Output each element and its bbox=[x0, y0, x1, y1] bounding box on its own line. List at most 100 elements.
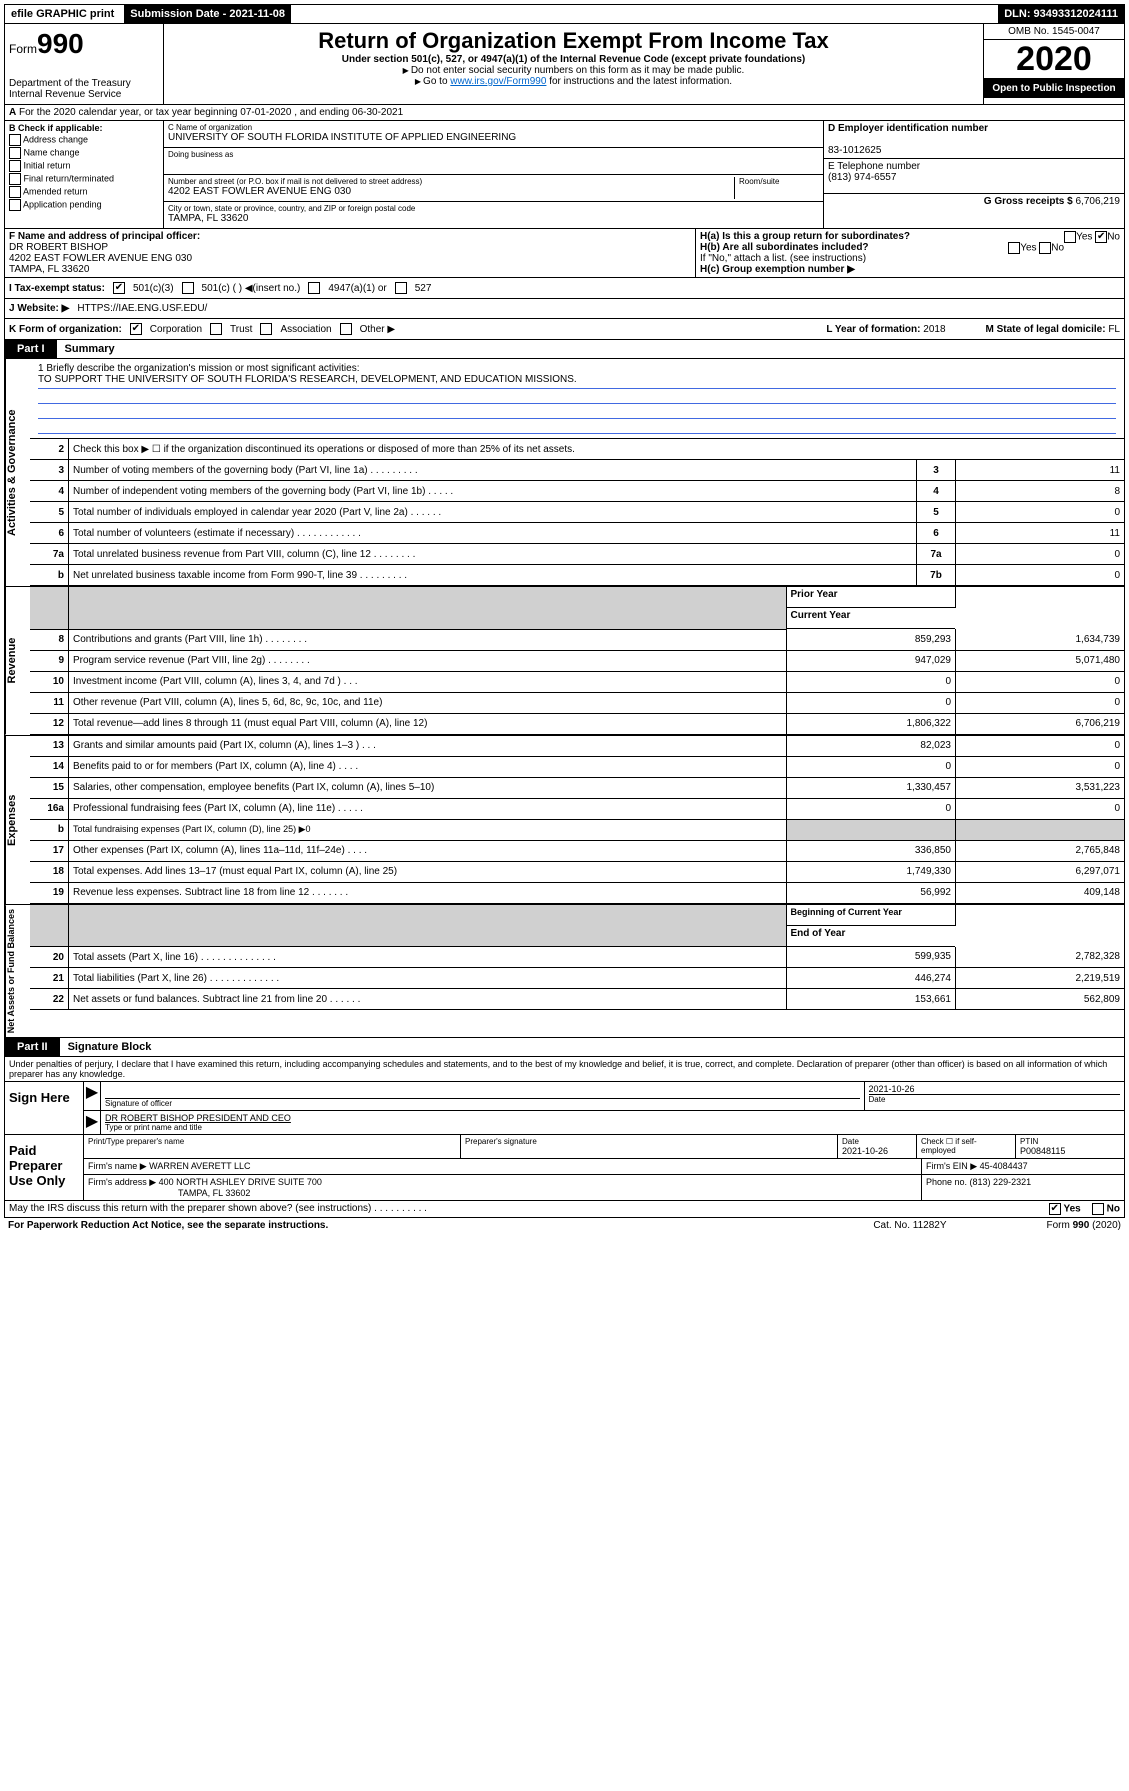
firm-ein-label: Firm's EIN ▶ bbox=[926, 1161, 980, 1171]
officer-sign-name-label: Type or print name and title bbox=[105, 1123, 1120, 1132]
cb-address-change[interactable]: Address change bbox=[9, 134, 159, 146]
officer-label: F Name and address of principal officer: bbox=[9, 231, 200, 242]
row-a-tax-year: A For the 2020 calendar year, or tax yea… bbox=[4, 105, 1125, 121]
opt-501c3: 501(c)(3) bbox=[133, 283, 174, 294]
tax-year: 2020 bbox=[984, 40, 1124, 79]
cb-527[interactable] bbox=[395, 282, 407, 294]
firm-addr-label: Firm's address ▶ bbox=[88, 1177, 159, 1187]
part1-tab: Part I bbox=[5, 340, 57, 358]
form-subtitle: Under section 501(c), 527, or 4947(a)(1)… bbox=[170, 54, 977, 65]
cb-trust[interactable] bbox=[210, 323, 222, 335]
form-number: Form990 bbox=[9, 28, 159, 60]
page-footer: For Paperwork Reduction Act Notice, see … bbox=[4, 1218, 1125, 1233]
footer-paperwork: For Paperwork Reduction Act Notice, see … bbox=[8, 1220, 328, 1231]
governance-section: Activities & Governance 1 Briefly descri… bbox=[4, 359, 1125, 587]
dba-label: Doing business as bbox=[168, 150, 819, 159]
phone-label: E Telephone number bbox=[828, 161, 920, 172]
firm-phone-label: Phone no. bbox=[926, 1177, 970, 1187]
mission-text: TO SUPPORT THE UNIVERSITY OF SOUTH FLORI… bbox=[38, 374, 1116, 389]
addr-label: Number and street (or P.O. box if mail i… bbox=[168, 177, 734, 186]
firm-name-label: Firm's name ▶ bbox=[88, 1161, 149, 1171]
opt-assoc: Association bbox=[280, 324, 331, 335]
current-year-hdr: Current Year bbox=[787, 608, 955, 629]
hb-no[interactable] bbox=[1039, 242, 1051, 254]
cb-other[interactable] bbox=[340, 323, 352, 335]
sign-arrow-1: ▶ bbox=[84, 1082, 101, 1110]
officer-sign-name: DR ROBERT BISHOP PRESIDENT AND CEO bbox=[105, 1113, 1120, 1123]
discuss-no[interactable] bbox=[1092, 1203, 1104, 1215]
efile-label[interactable]: efile GRAPHIC print bbox=[5, 5, 120, 23]
discuss-question: May the IRS discuss this return with the… bbox=[9, 1203, 427, 1214]
sign-date-label: Date bbox=[869, 1094, 1121, 1104]
hb-yes[interactable] bbox=[1008, 242, 1020, 254]
sign-arrow-2: ▶ bbox=[84, 1111, 101, 1134]
cb-501c3[interactable] bbox=[113, 282, 125, 294]
header-mid: Return of Organization Exempt From Incom… bbox=[164, 24, 983, 104]
cb-501c[interactable] bbox=[182, 282, 194, 294]
paid-preparer-block: Paid Preparer Use Only Print/Type prepar… bbox=[4, 1135, 1125, 1201]
part1-header: Part I Summary bbox=[4, 340, 1125, 359]
ein-label: D Employer identification number bbox=[828, 123, 988, 134]
city-value: TAMPA, FL 33620 bbox=[168, 213, 819, 224]
submission-date: Submission Date - 2021-11-08 bbox=[124, 5, 291, 23]
row-fh: F Name and address of principal officer:… bbox=[4, 229, 1125, 278]
expenses-table: 13Grants and similar amounts paid (Part … bbox=[30, 736, 1124, 904]
row-i: I Tax-exempt status: 501(c)(3) 501(c) ( … bbox=[4, 278, 1125, 299]
org-name-label: C Name of organization bbox=[168, 123, 819, 132]
discuss-yes[interactable] bbox=[1049, 1203, 1061, 1215]
discuss-row: May the IRS discuss this return with the… bbox=[4, 1201, 1125, 1218]
cb-initial-return[interactable]: Initial return bbox=[9, 160, 159, 172]
hc-label: H(c) Group exemption number ▶ bbox=[700, 264, 855, 275]
dln: DLN: 93493312024111 bbox=[998, 5, 1124, 23]
form-title: Return of Organization Exempt From Incom… bbox=[170, 28, 977, 54]
box-b: B Check if applicable: Address change Na… bbox=[5, 121, 164, 228]
submission-date-label: Submission Date - bbox=[130, 8, 229, 20]
opt-527: 527 bbox=[415, 283, 432, 294]
row-k: K Form of organization: Corporation Trus… bbox=[4, 319, 1125, 340]
part2-tab: Part II bbox=[5, 1038, 60, 1056]
hb-label: H(b) Are all subordinates included? bbox=[700, 242, 869, 253]
mission-blank-3 bbox=[38, 419, 1116, 434]
ha-yes[interactable] bbox=[1064, 231, 1076, 243]
open-public: Open to Public Inspection bbox=[984, 79, 1124, 98]
box-deg: D Employer identification number 83-1012… bbox=[823, 121, 1124, 228]
row-a-text: For the 2020 calendar year, or tax year … bbox=[19, 107, 403, 118]
part1-title: Summary bbox=[57, 340, 123, 358]
cb-assoc[interactable] bbox=[260, 323, 272, 335]
mission-box: 1 Briefly describe the organization's mi… bbox=[30, 359, 1124, 439]
addr-value: 4202 EAST FOWLER AVENUE ENG 030 bbox=[168, 186, 734, 197]
room-label: Room/suite bbox=[739, 177, 819, 186]
cb-final-return[interactable]: Final return/terminated bbox=[9, 173, 159, 185]
ein-value: 83-1012625 bbox=[828, 145, 881, 156]
header-right: OMB No. 1545-0047 2020 Open to Public In… bbox=[983, 24, 1124, 104]
cb-application-pending[interactable]: Application pending bbox=[9, 199, 159, 211]
firm-name: WARREN AVERETT LLC bbox=[149, 1161, 250, 1171]
part2-header: Part II Signature Block bbox=[4, 1038, 1125, 1057]
revenue-table: Prior YearCurrent Year 8Contributions an… bbox=[30, 587, 1124, 735]
mission-prompt: 1 Briefly describe the organization's mi… bbox=[38, 363, 1116, 374]
irs-link[interactable]: www.irs.gov/Form990 bbox=[450, 76, 546, 87]
phone-value: (813) 974-6557 bbox=[828, 172, 896, 183]
box-f: F Name and address of principal officer:… bbox=[5, 229, 695, 277]
ha-no[interactable] bbox=[1095, 231, 1107, 243]
tax-status-label: I Tax-exempt status: bbox=[9, 283, 105, 294]
perjury-statement: Under penalties of perjury, I declare th… bbox=[4, 1057, 1125, 1082]
cb-corp[interactable] bbox=[130, 323, 142, 335]
preparer-date: 2021-10-26 bbox=[842, 1146, 912, 1156]
end-year-hdr: End of Year bbox=[787, 926, 955, 947]
box-b-header: B Check if applicable: bbox=[9, 123, 103, 133]
cb-name-change[interactable]: Name change bbox=[9, 147, 159, 159]
revenue-section: Revenue Prior YearCurrent Year 8Contribu… bbox=[4, 587, 1125, 736]
net-assets-section: Net Assets or Fund Balances Beginning of… bbox=[4, 905, 1125, 1038]
cb-amended-return[interactable]: Amended return bbox=[9, 186, 159, 198]
form-header: Form990 Department of the Treasury Inter… bbox=[4, 24, 1125, 105]
state-domicile-label: M State of legal domicile: bbox=[986, 324, 1109, 335]
expenses-section: Expenses 13Grants and similar amounts pa… bbox=[4, 736, 1125, 905]
cb-4947[interactable] bbox=[308, 282, 320, 294]
form-word: Form bbox=[9, 42, 37, 56]
opt-501c: 501(c) ( ) ◀(insert no.) bbox=[202, 283, 301, 294]
firm-addr: 400 NORTH ASHLEY DRIVE SUITE 700 bbox=[159, 1177, 322, 1187]
sign-here-label: Sign Here bbox=[5, 1082, 84, 1134]
footer-form: Form 990 (2020) bbox=[1047, 1220, 1121, 1231]
website-label: J Website: ▶ bbox=[9, 303, 69, 314]
